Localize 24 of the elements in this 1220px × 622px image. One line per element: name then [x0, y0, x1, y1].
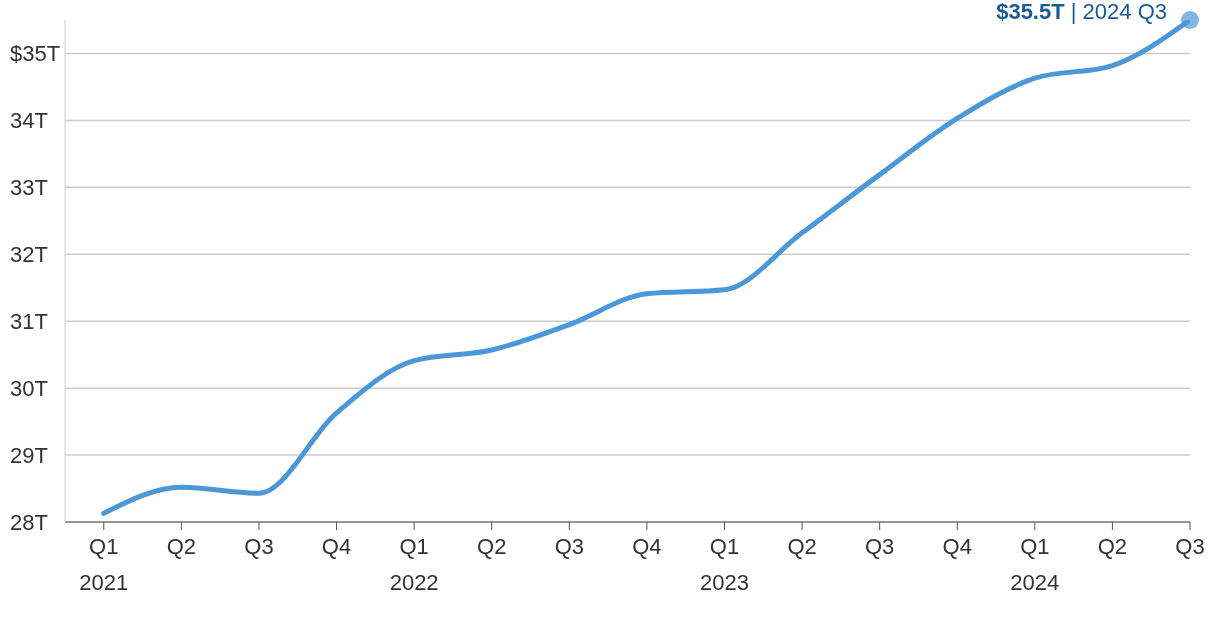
x-tick-label: Q3 [1175, 534, 1205, 559]
y-tick-label: 29T [10, 443, 48, 469]
x-tick-label: Q2 [166, 534, 197, 559]
x-tick-label: Q1 2023 [700, 534, 749, 595]
x-tick-label: Q2 [787, 534, 817, 559]
x-tick-label: Q4 [321, 534, 352, 559]
x-tick-label: Q3 [864, 534, 895, 559]
y-tick-label: 32T [10, 242, 48, 268]
x-tick-label: Q4 [942, 534, 972, 559]
y-tick-label: 31T [10, 309, 48, 335]
y-tick-label: 34T [10, 108, 48, 134]
x-tick-label: Q2 [477, 534, 507, 559]
x-tick-label: Q3 [244, 534, 274, 559]
x-tick-label: Q1 2024 [1010, 534, 1060, 595]
y-tick-label: 33T [10, 175, 48, 201]
y-tick-label: 28T [10, 510, 48, 535]
x-tick-label: Q3 [554, 534, 584, 559]
y-tick-label: 30T [10, 376, 48, 402]
annotation: $35.5T | 2024 Q3 [996, 0, 1167, 24]
x-tick-label: Q2 [1097, 534, 1128, 559]
x-tick-label: Q4 [632, 534, 662, 559]
x-tick-label: Q1 2022 [389, 534, 439, 595]
x-tick-label: Q1 2021 [79, 534, 129, 595]
y-tick-label: $35T [10, 41, 61, 67]
